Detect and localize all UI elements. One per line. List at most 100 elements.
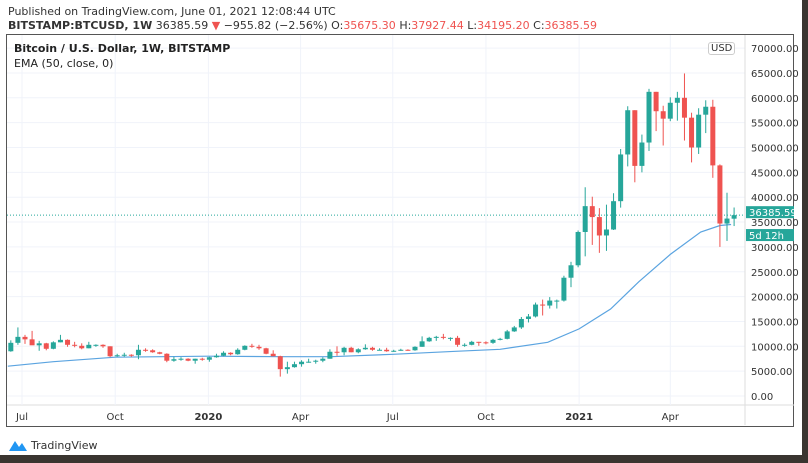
candle-body xyxy=(369,347,375,350)
symbol-line: BITSTAMP:BTCUSD, 1W 36385.59 ▼ −955.82 (… xyxy=(8,19,597,32)
candle-body xyxy=(15,336,21,343)
candle xyxy=(334,346,340,356)
candle xyxy=(93,344,99,347)
tradingview-logo-text: TradingView xyxy=(31,438,98,452)
down-triangle-icon: ▼ xyxy=(211,19,221,32)
candle-body xyxy=(270,353,276,357)
candle-body xyxy=(277,356,283,370)
candle xyxy=(135,344,141,360)
candle xyxy=(270,350,276,357)
candle xyxy=(547,297,553,309)
candle xyxy=(57,334,63,343)
close-value: 36385.59 xyxy=(544,19,598,32)
candle-body xyxy=(299,361,305,365)
candle-body xyxy=(249,345,255,347)
candle xyxy=(469,340,475,346)
candle-body xyxy=(646,91,652,143)
candle-body xyxy=(412,346,418,351)
candle xyxy=(291,361,297,368)
candle-body xyxy=(235,349,241,355)
candle-body xyxy=(568,265,574,278)
candle xyxy=(206,356,212,362)
candle-body xyxy=(667,102,673,119)
indicator-label[interactable]: EMA (50, close, 0) xyxy=(14,57,114,70)
candle xyxy=(8,340,14,352)
candle xyxy=(603,204,609,251)
candle-body xyxy=(334,351,340,353)
candle-body xyxy=(157,352,163,354)
candle xyxy=(192,358,198,364)
candle xyxy=(143,348,149,352)
candle xyxy=(213,353,219,358)
candle-body xyxy=(639,142,645,166)
high-label: H: xyxy=(399,19,412,32)
candle-body xyxy=(554,300,560,302)
candle-body xyxy=(653,91,659,112)
candle-body xyxy=(135,349,141,356)
candle-body xyxy=(284,367,290,370)
candle xyxy=(22,334,28,344)
candle-body xyxy=(540,304,546,306)
candle xyxy=(724,192,730,241)
tradingview-logo-icon xyxy=(9,441,27,451)
candle-body xyxy=(625,110,631,155)
candle xyxy=(639,134,645,173)
candle xyxy=(497,337,503,341)
candle xyxy=(320,357,326,363)
candle xyxy=(341,346,347,356)
candle-body xyxy=(50,342,56,349)
candle-body xyxy=(384,349,390,352)
candle-body xyxy=(128,354,134,356)
candle xyxy=(398,348,404,351)
candle xyxy=(568,261,574,288)
candle-body xyxy=(362,347,368,350)
candle-body xyxy=(86,344,92,349)
price-badge-countdown: 5d 12h xyxy=(749,231,784,242)
candle xyxy=(100,344,106,348)
candle xyxy=(86,341,92,349)
open-value: 35675.30 xyxy=(343,19,396,32)
candle xyxy=(703,100,709,134)
candle xyxy=(185,358,191,362)
chart-card: Published on TradingView.com, June 01, 2… xyxy=(0,0,802,455)
candle-body xyxy=(596,217,602,236)
candle xyxy=(171,356,177,362)
candle-body xyxy=(306,361,312,363)
y-tick-label: 45000.00 xyxy=(751,168,799,179)
candle xyxy=(674,91,680,121)
candle xyxy=(306,358,312,363)
price-badge-price: 36385.59 xyxy=(749,208,797,219)
candle-body xyxy=(43,343,49,349)
candle xyxy=(455,335,461,347)
candle-body xyxy=(618,154,624,202)
x-tick-label: Jul xyxy=(386,412,399,423)
candle xyxy=(15,327,21,345)
y-tick-label: 65000.00 xyxy=(751,69,799,80)
candle-body xyxy=(65,339,71,345)
price-change: −955.82 (−2.56%) xyxy=(223,19,328,32)
candle-body xyxy=(206,357,212,360)
low-label: L: xyxy=(467,19,478,32)
candle xyxy=(164,353,170,363)
candle-body xyxy=(320,358,326,361)
candle xyxy=(433,335,439,341)
currency-button[interactable]: USD xyxy=(708,42,736,55)
candle xyxy=(43,342,49,351)
candle-body xyxy=(313,360,319,362)
candle xyxy=(731,207,737,227)
candle xyxy=(114,353,120,357)
candle xyxy=(263,347,269,355)
candle xyxy=(369,346,375,351)
candle-body xyxy=(185,358,191,361)
candle-body xyxy=(291,364,297,368)
candle xyxy=(440,333,446,340)
high-value: 37927.44 xyxy=(411,19,464,32)
candle-body xyxy=(660,111,666,119)
candle xyxy=(348,346,354,353)
y-tick-label: 35000.00 xyxy=(751,218,799,229)
y-tick-label: 20000.00 xyxy=(751,293,799,304)
tradingview-logo[interactable]: TradingView xyxy=(8,438,97,452)
candle xyxy=(611,193,617,231)
candle xyxy=(284,361,290,374)
